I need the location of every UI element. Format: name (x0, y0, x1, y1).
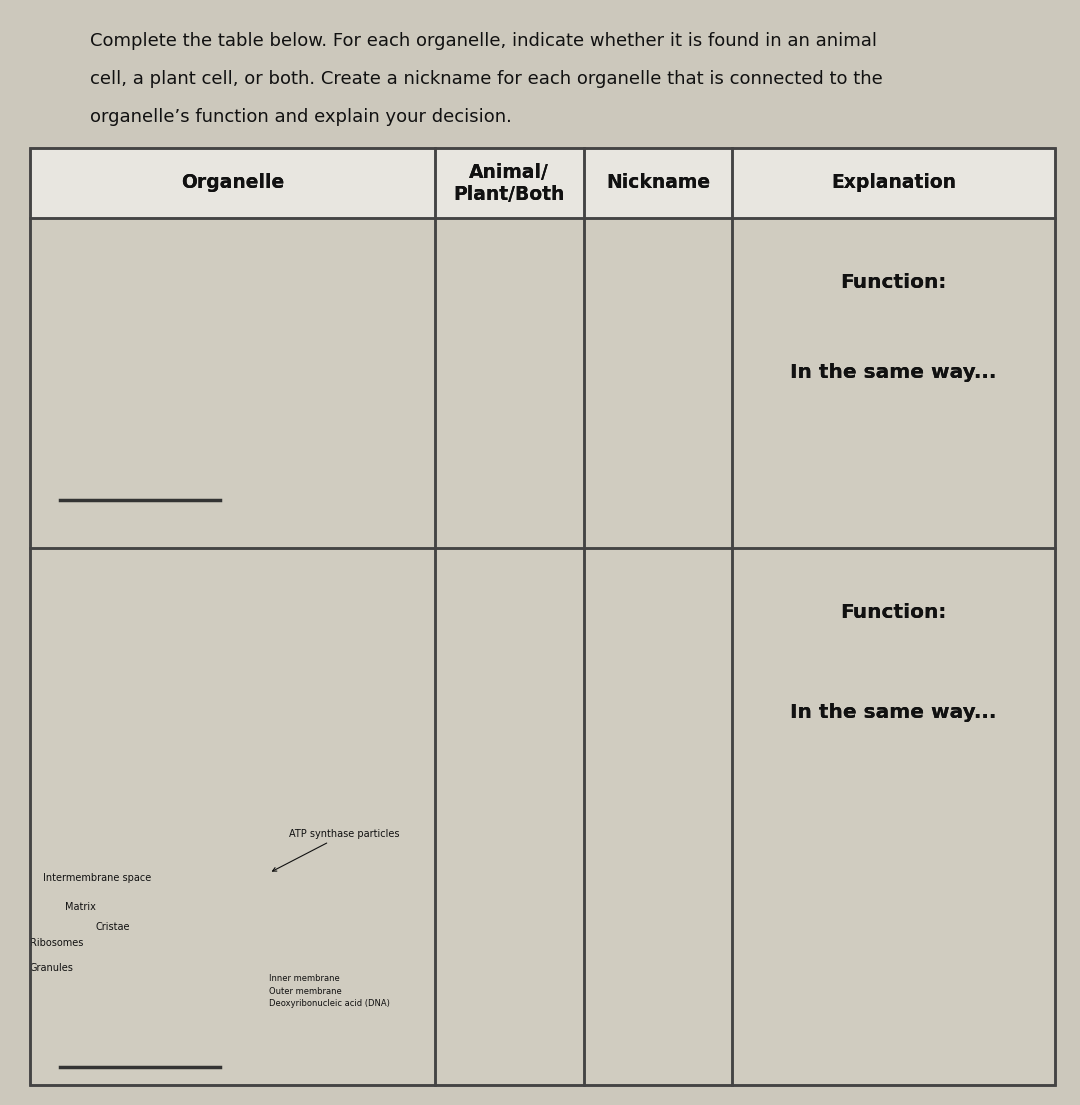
Text: Nickname: Nickname (606, 173, 710, 192)
Text: In the same way...: In the same way... (791, 703, 997, 722)
Text: Explanation: Explanation (832, 173, 956, 192)
Text: organelle’s function and explain your decision.: organelle’s function and explain your de… (90, 108, 512, 126)
Text: 8 nm: 8 nm (55, 787, 75, 797)
Text: cell, a plant cell, or both. Create a nickname for each organelle that is connec: cell, a plant cell, or both. Create a ni… (90, 70, 882, 88)
Text: Ribosomes: Ribosomes (30, 938, 83, 948)
Text: Function:: Function: (840, 273, 947, 292)
Text: 1/11 MM: 1/11 MM (276, 787, 309, 797)
Text: Granules: Granules (30, 962, 73, 972)
Bar (30, 148, 1055, 218)
Text: Organelle: Organelle (180, 173, 284, 192)
Text: Animal/
Plant/Both: Animal/ Plant/Both (454, 162, 565, 203)
Text: Cristae: Cristae (95, 922, 130, 933)
Text: Intermembrane space: Intermembrane space (43, 873, 151, 883)
Text: Function:: Function: (840, 603, 947, 622)
Text: In the same way...: In the same way... (791, 703, 997, 722)
Text: Nickname: Nickname (606, 173, 710, 192)
Text: Complete the table below. For each organelle, indicate whether it is found in an: Complete the table below. For each organ… (90, 32, 877, 50)
Text: Inner membrane
Outer membrane
Deoxyribonucleic acid (DNA): Inner membrane Outer membrane Deoxyribon… (269, 974, 390, 1008)
Bar (30, 148, 1055, 1085)
Text: Matrix: Matrix (65, 902, 96, 912)
Text: Explanation: Explanation (832, 173, 956, 192)
Bar (30, 148, 1055, 1085)
Text: ATP synthase particles: ATP synthase particles (272, 829, 400, 871)
Bar (30, 148, 1055, 1085)
Text: In the same way...: In the same way... (791, 364, 997, 382)
Text: 96 mg/80c: 96 mg/80c (130, 787, 170, 797)
Text: Function:: Function: (840, 273, 947, 292)
Text: In the same way...: In the same way... (791, 364, 997, 382)
Text: Animal/
Plant/Both: Animal/ Plant/Both (454, 162, 565, 203)
Text: Function:: Function: (840, 603, 947, 622)
Text: Organelle: Organelle (180, 173, 284, 192)
